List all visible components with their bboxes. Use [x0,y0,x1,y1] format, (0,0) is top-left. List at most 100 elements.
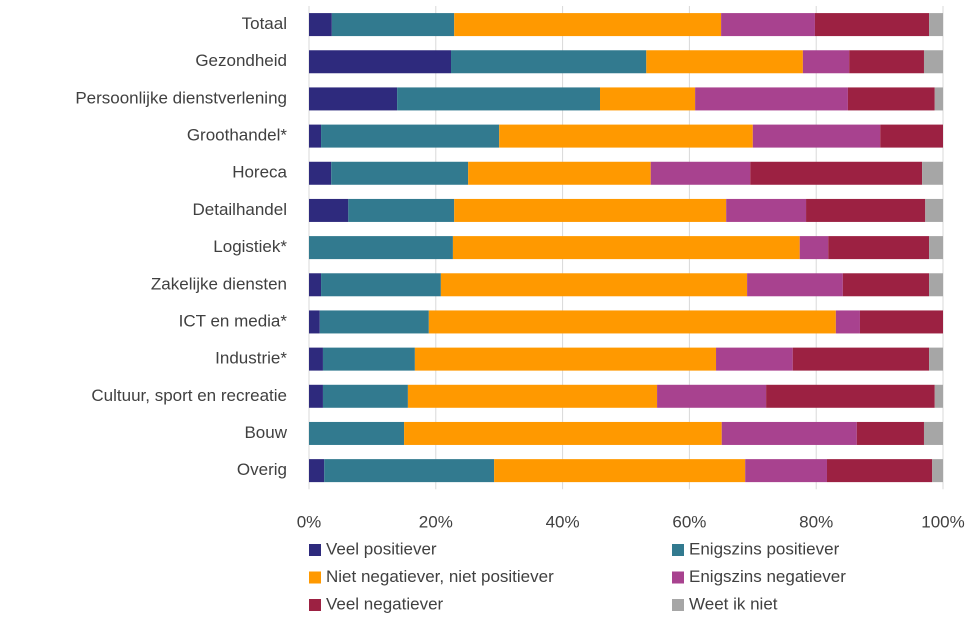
bar-segment [331,161,469,185]
y-tick-label: Logistiek* [213,237,287,256]
bar-segment [802,50,850,74]
bar-segment [880,124,943,148]
bar-segment [428,310,836,334]
bar-segment [309,459,325,483]
bar-segment [747,273,843,297]
y-tick-label: Zakelijke diensten [151,274,287,293]
bar-segment [929,236,943,260]
legend-swatch [672,599,684,611]
bar-segment [750,161,923,185]
bar-segment [321,124,500,148]
bar-segment [934,384,943,408]
bar-segment [397,87,601,111]
bar-segment [806,198,926,222]
bar-segment [657,384,767,408]
legend-label: Veel negatiever [326,594,444,613]
bar-segment [321,273,441,297]
bar-segment [856,421,924,445]
x-tick-label: 100% [921,512,964,531]
bar-segment [309,310,320,334]
bar-segment [826,459,933,483]
bar-segment [849,50,924,74]
bar-segment [721,13,815,37]
legend-label: Niet negatiever, niet positiever [326,567,554,586]
bar-segment [309,13,332,37]
bar-segment [650,161,751,185]
bar-segment [309,50,452,74]
bar-segment [923,421,943,445]
y-tick-label: Groothandel* [187,126,288,145]
x-tick-label: 60% [672,512,706,531]
y-tick-label: ICT en media* [179,311,288,330]
bar-segment [414,347,717,371]
y-tick-label: Overig [237,460,287,479]
bar-segment [752,124,881,148]
bar-segment [859,310,943,334]
bar-segment [322,384,408,408]
bar-segment [842,273,930,297]
bar-segment [716,347,793,371]
bar-segment [348,198,455,222]
bar-segment [792,347,930,371]
x-tick-label: 20% [419,512,453,531]
bar-segment [309,124,322,148]
y-tick-label: Bouw [244,423,287,442]
bar-segment [923,50,943,74]
bar-segment [319,310,429,334]
bar-segment [309,384,323,408]
y-tick-label: Industrie* [215,349,287,368]
y-tick-label: Detailhandel [192,200,287,219]
bar-segment [929,13,943,37]
bar-segment [324,459,495,483]
bar-segment [468,161,651,185]
bar-segment [331,13,455,37]
legend-swatch [309,544,321,556]
bar-segment [451,50,647,74]
y-tick-label: Cultuur, sport en recreatie [91,386,287,405]
bar-segment [847,87,935,111]
bar-segment [309,236,453,260]
bar-segment [322,347,415,371]
bar-segment [309,347,323,371]
bar-segment [799,236,829,260]
bar-segment [934,87,943,111]
legend-label: Veel positiever [326,539,437,558]
legend-swatch [309,599,321,611]
bar-segment [695,87,848,111]
bar-segment [404,421,722,445]
bar-segment [499,124,753,148]
x-tick-label: 40% [546,512,580,531]
legend-swatch [672,571,684,584]
bar-segment [494,459,746,483]
bar-segment [745,459,827,483]
bar-segment [454,13,722,37]
y-tick-label: Persoonlijke dienstverlening [75,88,287,107]
x-tick-label: 0% [297,512,322,531]
bar-segment [452,236,800,260]
bar-segment [726,198,807,222]
y-tick-label: Totaal [242,14,287,33]
bar-segment [922,161,943,185]
bar-segment [600,87,696,111]
bar-segment [309,161,332,185]
bar-segment [721,421,857,445]
bar-segment [828,236,930,260]
bar-segment [835,310,860,334]
legend-label: Enigszins positiever [689,539,840,558]
bar-segment [309,421,405,445]
bar-segment [646,50,803,74]
bar-segment [929,347,943,371]
bar-segment [932,459,943,483]
bar-segment [440,273,748,297]
legend-swatch [309,571,321,584]
bar-segment [309,87,398,111]
bar-segment [925,198,943,222]
bar-segment [929,273,943,297]
legend-label: Enigszins negatiever [689,567,846,586]
bar-segment [454,198,727,222]
bar-segment [309,198,349,222]
y-tick-label: Horeca [232,163,287,182]
x-tick-label: 80% [799,512,833,531]
legend-swatch [672,544,684,556]
